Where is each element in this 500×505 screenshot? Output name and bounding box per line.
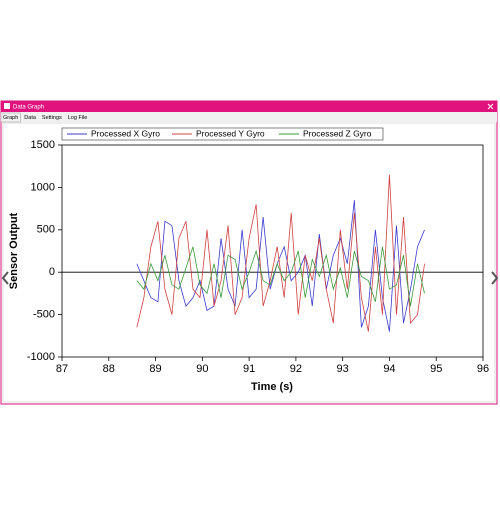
x-axis-label: Time (s) bbox=[251, 381, 293, 393]
data-line bbox=[136, 246, 425, 307]
y-tick-label: 1500 bbox=[31, 139, 55, 151]
y-tick-label: 0 bbox=[49, 266, 55, 278]
tab[interactable]: Settings bbox=[42, 115, 62, 121]
y-tick-label: 1000 bbox=[31, 181, 55, 193]
data-line bbox=[136, 200, 425, 332]
legend-label: Processed Z Gyro bbox=[303, 128, 372, 138]
chart-panel bbox=[2, 122, 496, 403]
x-tick-label: 95 bbox=[430, 363, 442, 375]
title-bar bbox=[1, 101, 497, 112]
y-tick-label: -1000 bbox=[27, 351, 55, 363]
x-tick-label: 94 bbox=[383, 363, 395, 375]
tab-bar bbox=[1, 112, 497, 122]
x-tick-label: 89 bbox=[149, 363, 161, 375]
tab[interactable]: Graph bbox=[3, 115, 18, 121]
window-icon bbox=[4, 103, 10, 109]
x-tick-label: 92 bbox=[290, 363, 302, 375]
y-tick-label: 500 bbox=[37, 224, 55, 236]
x-tick-label: 87 bbox=[56, 363, 68, 375]
active-tab-frame bbox=[0, 112, 21, 123]
x-tick-label: 91 bbox=[243, 363, 255, 375]
next-arrow[interactable] bbox=[491, 271, 499, 285]
x-tick-label: 88 bbox=[103, 363, 115, 375]
close-button[interactable] bbox=[487, 103, 494, 110]
legend-label: Processed X Gyro bbox=[91, 128, 160, 138]
y-tick-label: -500 bbox=[33, 309, 55, 321]
tabs: Graph Data Settings Log File bbox=[0, 112, 88, 123]
x-tick-label: 96 bbox=[477, 363, 489, 375]
x-tick-label: 90 bbox=[196, 363, 208, 375]
legend-box bbox=[61, 127, 384, 141]
window-title: Data Graph bbox=[13, 105, 44, 111]
prev-arrow[interactable] bbox=[1, 271, 9, 285]
legend-label: Processed Y Gyro bbox=[196, 128, 265, 138]
plot-frame bbox=[61, 144, 484, 358]
tab[interactable]: Data bbox=[24, 115, 37, 121]
x-tick-label: 93 bbox=[337, 363, 349, 375]
tab[interactable]: Log File bbox=[68, 115, 88, 121]
y-axis-label: Sensor Output bbox=[8, 212, 20, 289]
